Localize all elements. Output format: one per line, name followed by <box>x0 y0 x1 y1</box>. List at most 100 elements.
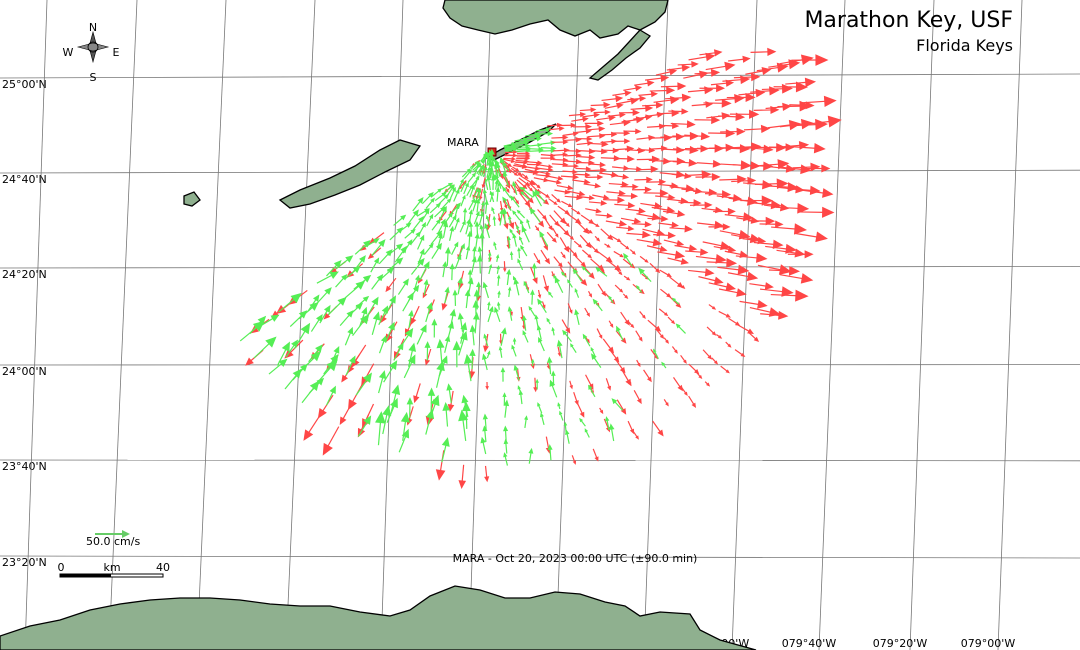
vector-shaft <box>663 239 679 245</box>
vector-head <box>468 209 473 215</box>
vector-shaft <box>378 252 390 265</box>
vector-shaft <box>513 164 524 168</box>
vector-head <box>547 131 554 137</box>
vector-shaft <box>621 119 638 123</box>
vector-shaft <box>495 310 501 322</box>
vector-shaft <box>431 221 439 231</box>
vector-head <box>397 342 404 351</box>
vector-shaft <box>722 78 743 82</box>
vector-shaft <box>339 314 351 326</box>
vector-head <box>456 254 462 261</box>
vector-head <box>638 336 643 342</box>
vector-shaft <box>547 124 559 127</box>
vector-head <box>524 415 529 420</box>
vector-shaft <box>472 178 479 186</box>
vector-shaft <box>325 390 334 406</box>
vector-head <box>337 296 347 306</box>
vector-shaft <box>564 154 578 157</box>
vector-shaft <box>540 142 552 145</box>
vector-shaft <box>454 257 460 269</box>
vector-shaft <box>537 209 545 218</box>
vector-shaft <box>415 383 421 398</box>
vector-head <box>768 86 780 96</box>
vector-head <box>785 243 797 254</box>
vector-shaft <box>484 286 490 299</box>
vector-shaft <box>557 205 567 213</box>
vector-head <box>582 333 588 340</box>
vector-shaft <box>546 231 555 241</box>
vector-head <box>710 68 721 77</box>
vector-head <box>646 176 653 183</box>
vector-shaft <box>516 179 525 188</box>
vector-head <box>815 231 828 243</box>
vector-head <box>562 134 569 141</box>
vector-shaft <box>484 336 489 347</box>
vector-shaft <box>534 194 542 207</box>
title: Marathon Key, USF <box>804 8 1013 33</box>
vector-shaft <box>459 317 464 332</box>
vector-head <box>753 336 760 342</box>
vector-shaft <box>541 234 549 247</box>
vector-head <box>725 79 735 87</box>
vector-shaft <box>545 436 550 450</box>
vector-head <box>417 197 424 204</box>
vector-shaft <box>614 284 622 291</box>
vector-head <box>644 221 652 228</box>
vector-head <box>765 216 776 226</box>
compass-rose <box>76 30 110 64</box>
vector-head <box>636 284 640 290</box>
vector-head <box>630 323 635 329</box>
vector-head <box>490 175 496 181</box>
vector-head <box>519 235 523 241</box>
vector-shaft <box>597 251 609 261</box>
vector-shaft <box>670 122 689 125</box>
vector-head <box>747 176 757 185</box>
vector-shaft <box>408 406 414 421</box>
vector-head <box>460 243 465 249</box>
vector-head <box>661 361 666 366</box>
vector-head <box>694 187 703 195</box>
vector-head <box>559 410 563 415</box>
vector-head <box>619 112 626 118</box>
vector-shaft <box>637 287 643 293</box>
vector-shaft <box>766 185 791 188</box>
vector-head <box>602 194 610 201</box>
vector-shaft <box>461 464 465 483</box>
latitude-label: 24°00'N <box>2 365 47 378</box>
vector-head <box>621 181 629 188</box>
vector-head <box>536 136 542 142</box>
vector-shaft <box>448 388 452 403</box>
vector-head <box>491 206 495 211</box>
vector-shaft <box>719 230 742 236</box>
vector-head <box>400 411 410 423</box>
vector-shaft <box>448 229 453 241</box>
vector-head <box>363 415 372 425</box>
vector-shaft <box>472 164 480 171</box>
vector-shaft <box>567 303 572 312</box>
vector-shaft <box>736 217 753 222</box>
vector-head <box>379 315 387 324</box>
vector-shaft <box>680 354 686 362</box>
vector-head <box>574 288 579 293</box>
vector-head <box>778 264 792 275</box>
vector-head <box>608 423 615 431</box>
vector-shaft <box>549 214 558 224</box>
vector-shaft <box>609 297 614 304</box>
vector-head <box>476 254 483 262</box>
vector-head <box>713 49 723 57</box>
vector-shaft <box>425 416 432 435</box>
vector-shaft <box>562 218 569 226</box>
vector-shaft <box>487 158 491 166</box>
vector-shaft <box>789 104 808 106</box>
vector-shaft <box>445 408 449 427</box>
vector-head <box>655 101 664 109</box>
vector-shaft <box>412 200 422 212</box>
vector-head <box>442 221 449 228</box>
meridian <box>555 0 581 650</box>
vector-shaft <box>634 82 649 86</box>
scale-bar-start: 0 <box>58 561 65 574</box>
vector-shaft <box>574 271 583 282</box>
vector-head <box>609 323 614 329</box>
vector-head <box>595 223 600 228</box>
vector-head <box>424 341 431 348</box>
